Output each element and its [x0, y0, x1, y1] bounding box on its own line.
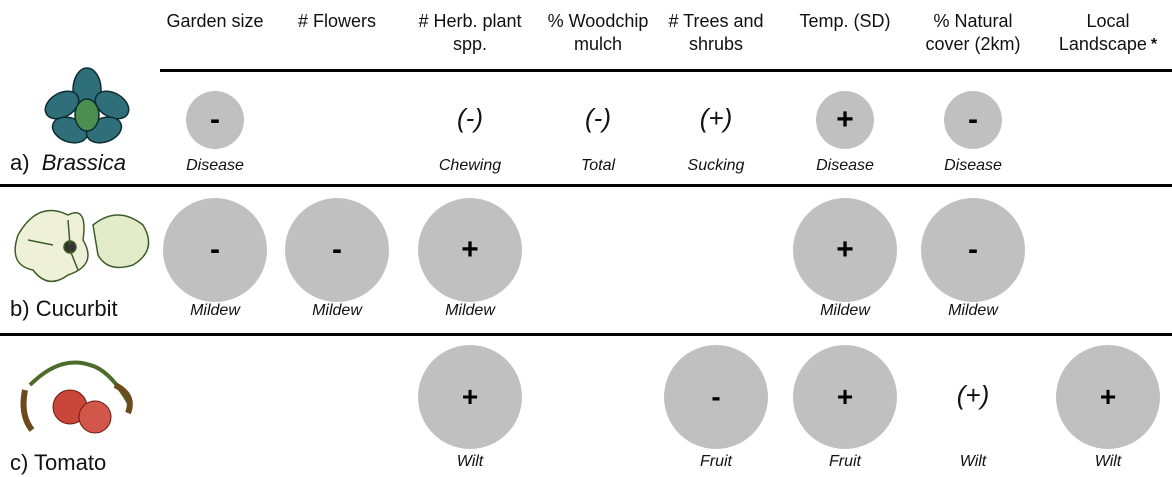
effect-circle: + [418, 345, 522, 449]
column-header: Local Landscape* [1048, 10, 1168, 56]
effect-text: (-) [558, 103, 638, 134]
effect-label: Mildew [282, 302, 392, 320]
effect-sign: - [210, 233, 220, 267]
effect-circle: - [285, 198, 389, 302]
effect-circle: + [418, 198, 522, 302]
row-name: Cucurbit [36, 296, 118, 321]
effect-sign: + [837, 381, 853, 413]
effect-text: (+) [933, 380, 1013, 411]
effect-sign: + [461, 233, 479, 267]
row-letter: a) [10, 150, 30, 175]
row-letter: c) [10, 450, 28, 475]
effect-text: (-) [430, 103, 510, 134]
tomato-icon [10, 345, 140, 440]
effect-sign: - [968, 103, 978, 137]
effect-sign: + [1100, 381, 1116, 413]
effect-sign: - [711, 381, 720, 413]
effect-sign: - [332, 233, 342, 267]
effect-circle: - [921, 198, 1025, 302]
effect-label: Disease [160, 157, 270, 175]
header-rule [160, 69, 1172, 72]
cucurbit-icon [8, 195, 158, 295]
effect-sign: + [836, 103, 854, 137]
column-header: # Flowers [277, 10, 397, 33]
effect-sign: + [836, 233, 854, 267]
effect-sign: - [210, 103, 220, 137]
effect-circle: - [664, 345, 768, 449]
effect-label: Fruit [790, 453, 900, 471]
effect-label: Wilt [1053, 453, 1163, 471]
effect-sign: - [968, 233, 978, 267]
brassica-icon [40, 60, 135, 155]
column-header: % Natural cover (2km) [913, 10, 1033, 56]
row-label: a) Brassica [10, 150, 126, 176]
effect-circle: - [186, 91, 244, 149]
effect-text: (+) [676, 103, 756, 134]
effect-label: Wilt [918, 453, 1028, 471]
row-rule [0, 184, 1172, 187]
figure: Garden size# Flowers# Herb. plant spp.% … [0, 0, 1172, 477]
effect-label: Wilt [415, 453, 525, 471]
column-header: % Woodchip mulch [538, 10, 658, 56]
row-name: Tomato [34, 450, 106, 475]
effect-sign: + [462, 381, 478, 413]
effect-label: Mildew [160, 302, 270, 320]
effect-label: Sucking [661, 157, 771, 175]
effect-circle: + [793, 198, 897, 302]
effect-label: Mildew [790, 302, 900, 320]
column-header: # Herb. plant spp. [410, 10, 530, 56]
row-label: b) Cucurbit [10, 296, 118, 322]
row-name: Brassica [42, 150, 126, 175]
column-header: Garden size [155, 10, 275, 33]
header-note: * [1151, 36, 1157, 53]
effect-label: Disease [918, 157, 1028, 175]
effect-circle: - [163, 198, 267, 302]
effect-label: Fruit [661, 453, 771, 471]
effect-circle: + [1056, 345, 1160, 449]
effect-circle: + [816, 91, 874, 149]
effect-label: Chewing [415, 157, 525, 175]
effect-circle: + [793, 345, 897, 449]
row-letter: b) [10, 296, 30, 321]
effect-circle: - [944, 91, 1002, 149]
effect-label: Disease [790, 157, 900, 175]
column-header: # Trees and shrubs [656, 10, 776, 56]
row-label: c) Tomato [10, 450, 106, 476]
column-header: Temp. (SD) [785, 10, 905, 33]
effect-label: Mildew [918, 302, 1028, 320]
effect-label: Total [543, 157, 653, 175]
row-rule [0, 333, 1172, 336]
effect-label: Mildew [415, 302, 525, 320]
